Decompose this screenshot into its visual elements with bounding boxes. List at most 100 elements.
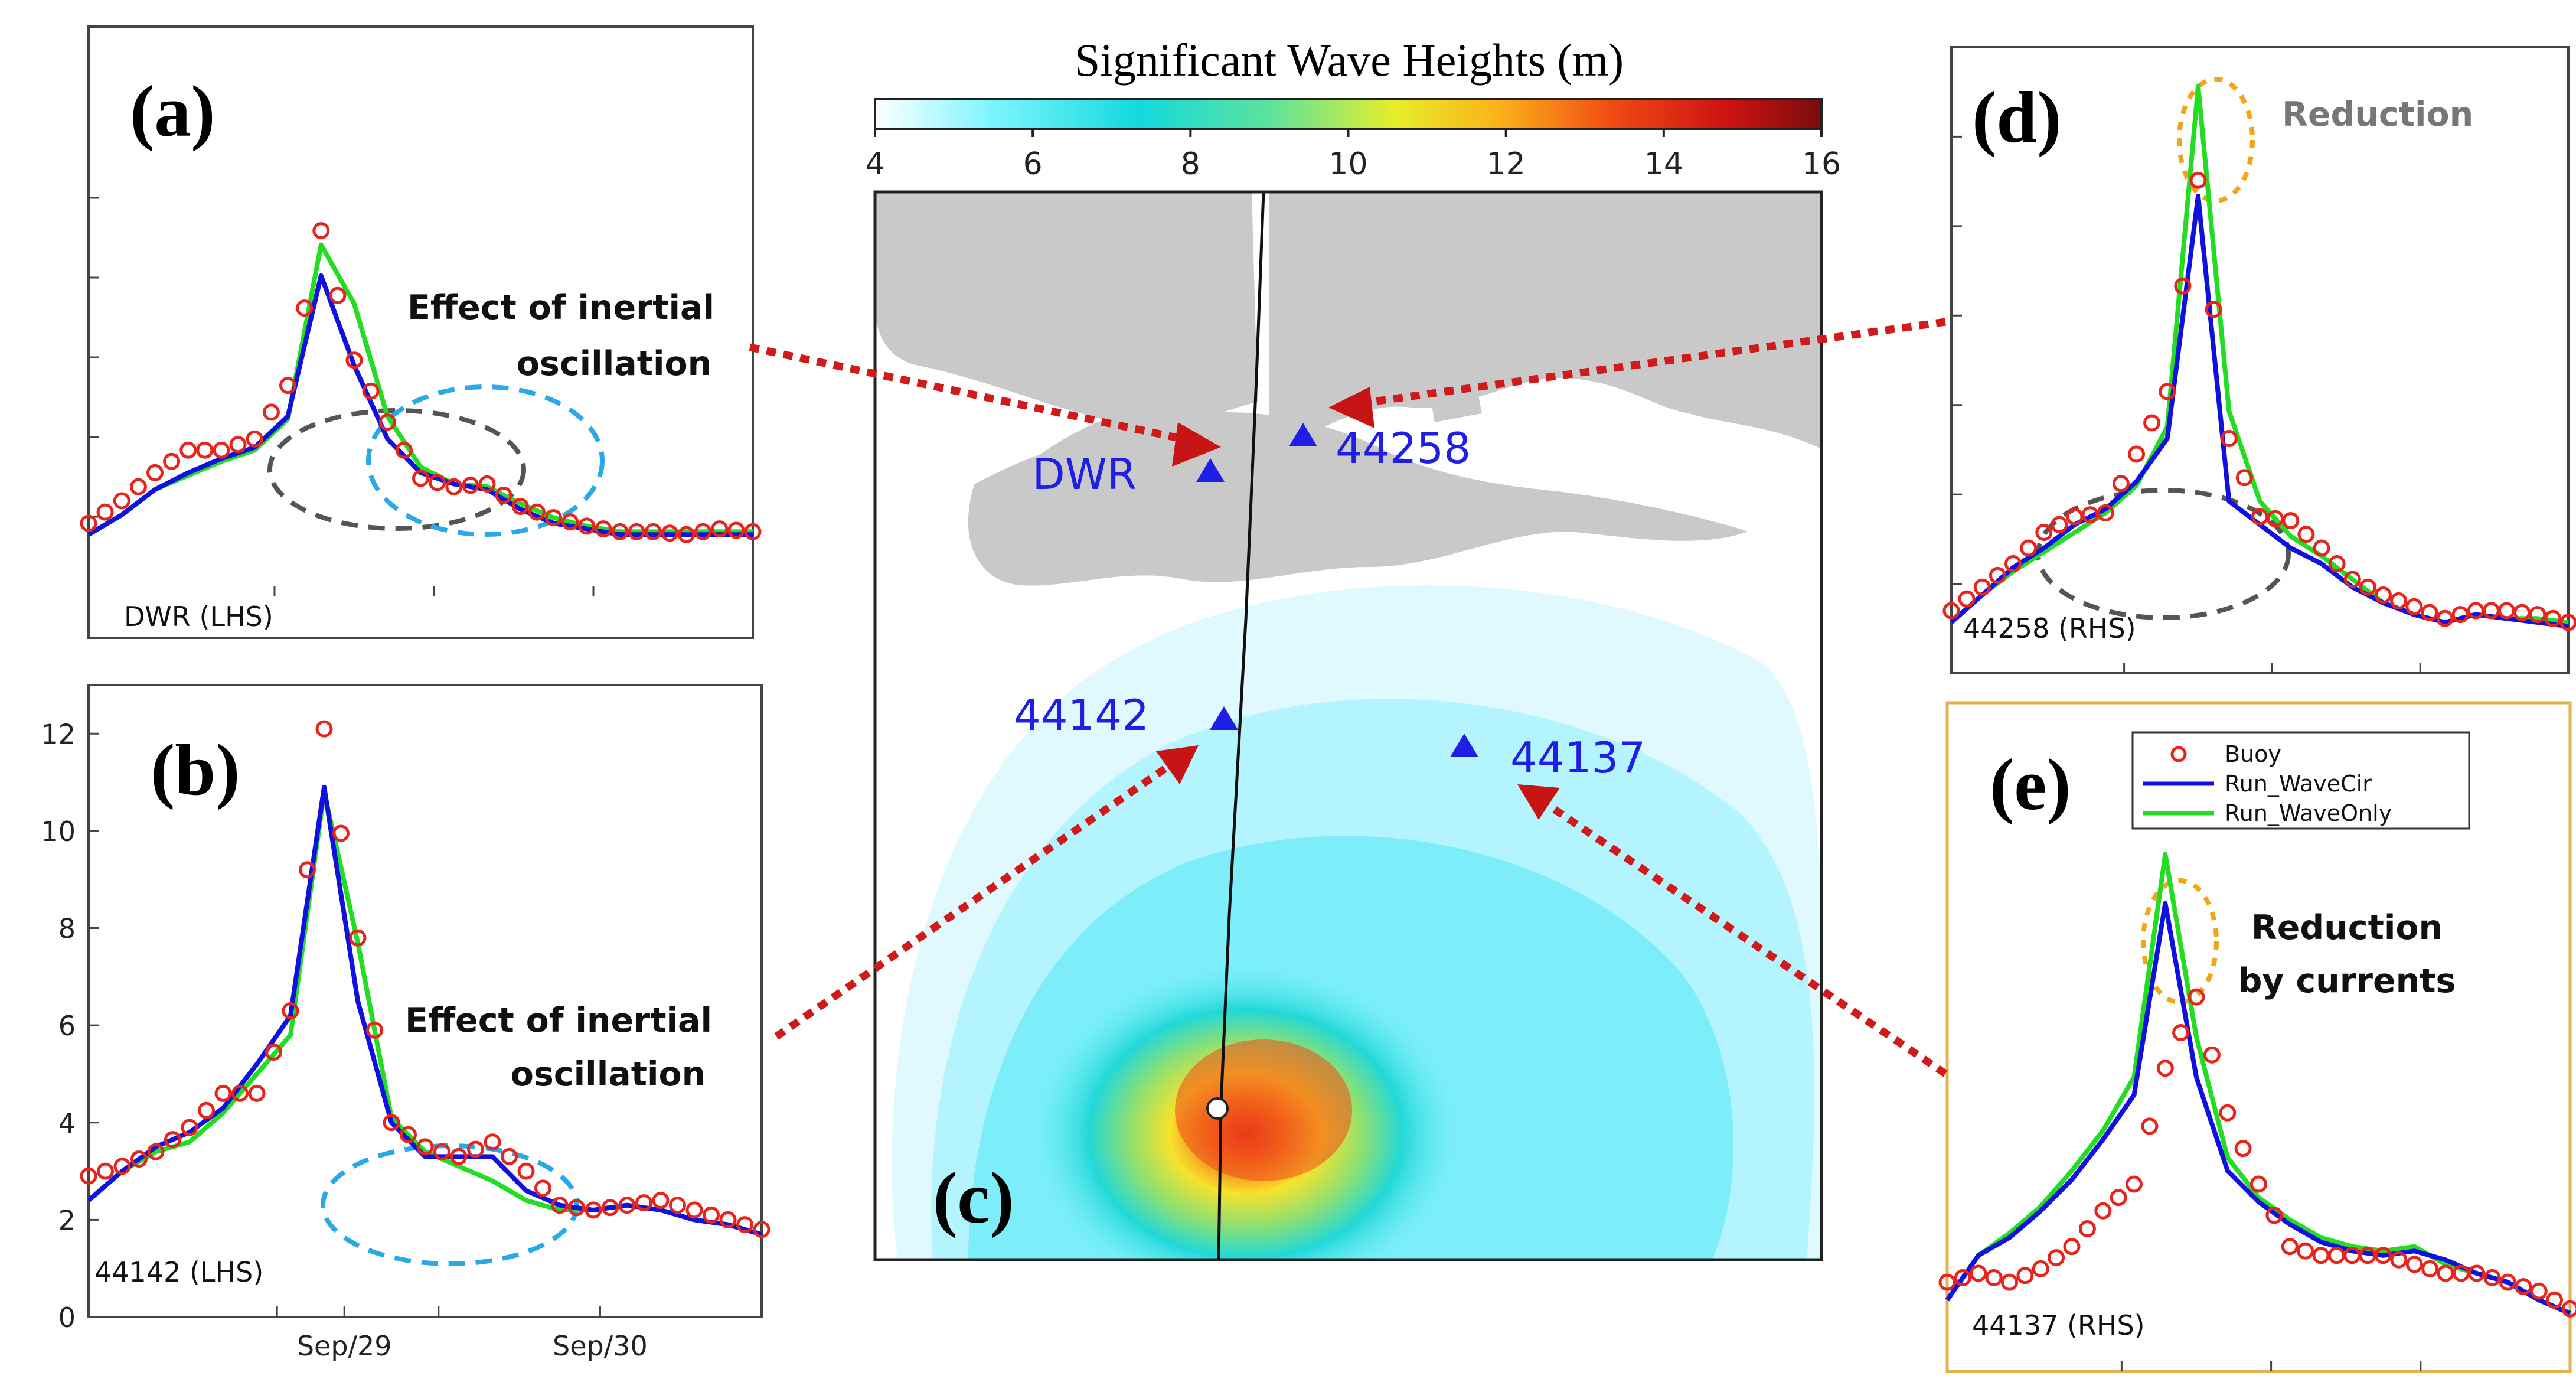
buoy-point [416,1138,434,1156]
buoy-point [736,1216,753,1234]
colorbar-tick-label: 8 [1181,146,1200,182]
buoy-point [445,478,463,495]
panel-e-station-label: 44137 (RHS) [1972,1309,2145,1341]
buoy-point [2483,1269,2501,1286]
panel-label-b: (b) [151,729,240,810]
arrow-a-head [1172,422,1221,467]
station-marker-44142 [1210,706,1238,730]
buoy-point [2281,1238,2299,1256]
buoy-point [113,492,130,510]
panel-e: (e) Reduction by currents 44137 (RHS) Bu… [1938,701,2576,1373]
buoy-point [2220,430,2238,447]
buoy-point [2097,504,2114,521]
buoy-point [1985,1269,2003,1286]
buoy-point [2559,614,2576,631]
x-tick-label: Sep/29 [297,1330,392,1362]
map-frame [873,190,1823,1261]
buoy-point [129,478,147,495]
colorbar: Significant Wave Heights (m) 4 6 8 10 12 14 16 [865,34,1841,182]
buoy-point [2313,539,2330,557]
buoy-point [248,1084,266,1102]
buoy-point [711,520,729,538]
panel-e-ticks [2120,1361,2422,1371]
buoy-point [2156,1060,2174,1077]
buoy-point [2063,1238,2081,1256]
buoy-point [2110,1189,2127,1207]
panel-d-series [1942,84,2576,631]
buoy-point [2189,171,2207,189]
buoy-point [2159,383,2176,400]
buoy-point [685,1201,703,1219]
panel-b-frame [87,684,763,1318]
panel-b-annotation-line1: Effect of inertial [405,1001,712,1040]
buoy-point [2128,445,2145,463]
buoy-point [80,1167,97,1185]
panel-a-series [80,222,762,543]
buoy-point [163,452,181,470]
buoy-point [213,441,230,459]
buoy-point [2375,586,2392,604]
colorbar-tick-label: 10 [1328,146,1367,182]
panel-b: 0 2 4 6 8 10 12 Sep/29 Sep/30 (b) Effect of iner… [41,684,770,1362]
colorbar-ticks: 4 6 8 10 12 14 16 [865,129,1841,182]
buoy-point [1954,1269,1971,1286]
buoy-point [2297,526,2315,543]
buoy-point [113,1158,131,1175]
buoy-point [179,441,197,459]
station-label-44258: 44258 [1336,423,1471,473]
buoy-point [400,1126,417,1143]
buoy-point [501,1147,518,1165]
buoy-point [2112,475,2130,493]
buoy-point [661,524,678,542]
buoy-point [644,523,662,540]
buoy-point [395,441,413,459]
buoy-point [2141,1117,2159,1135]
buoy-point [2035,524,2053,541]
buoy-point [2094,1202,2112,1220]
buoy-point [2468,1264,2486,1282]
land-island [1429,384,1482,422]
buoy-point [528,503,546,521]
buoy-point [296,299,314,317]
panel-a-gray-circle [267,408,526,531]
panel-a-annotation-line1: Effect of inertial [407,288,714,327]
buoy-point [231,1084,249,1102]
buoy-point [2561,1300,2576,1318]
buoy-point [332,824,350,842]
buoy-point [433,1143,450,1160]
buoy-point [2421,1260,2439,1277]
arrow-e-head [1517,784,1560,820]
buoy-point [130,1150,148,1168]
buoy-point [568,1199,585,1217]
panel-e-annotation-line2: by currents [2238,961,2456,1000]
buoy-point [362,382,380,400]
buoy-point [315,720,333,738]
panel-d-annotation: Reduction [2282,95,2473,134]
buoy-point [511,498,529,515]
station-label-dwr: DWR [1032,449,1137,499]
colorbar-tick-label: 6 [1023,146,1043,182]
map-panel: DWR 44258 44142 44137 (c) [873,190,1823,1261]
panel-d-orange-circle [2177,77,2255,203]
buoy-point [618,1197,636,1214]
buoy-point [534,1179,551,1197]
buoy-point [2530,1282,2548,1300]
buoy-point [727,521,745,539]
buoy-point [214,1084,232,1102]
station-label-44137: 44137 [1510,733,1645,783]
buoy-point [2499,1273,2516,1291]
buoy-point [2359,578,2376,596]
panel-b-station-label: 44142 (LHS) [94,1256,263,1288]
series-line-run_waveonly [87,242,753,537]
arrow-e-to-44137 [1539,797,1948,1077]
station-label-44142: 44142 [1014,690,1149,740]
colorbar-tick-label: 16 [1802,146,1841,182]
buoy-point [265,1043,282,1061]
y-tick-label: 6 [58,1010,76,1042]
panel-a: (a) Effect of inertial oscillation DWR (… [80,25,762,639]
buoy-point [2546,1291,2564,1309]
arrow-d-to-44258 [1351,318,1946,409]
panel-d: (d) Reduction 44258 (RHS) [1942,46,2576,674]
panel-label-d: (d) [1972,77,2062,158]
